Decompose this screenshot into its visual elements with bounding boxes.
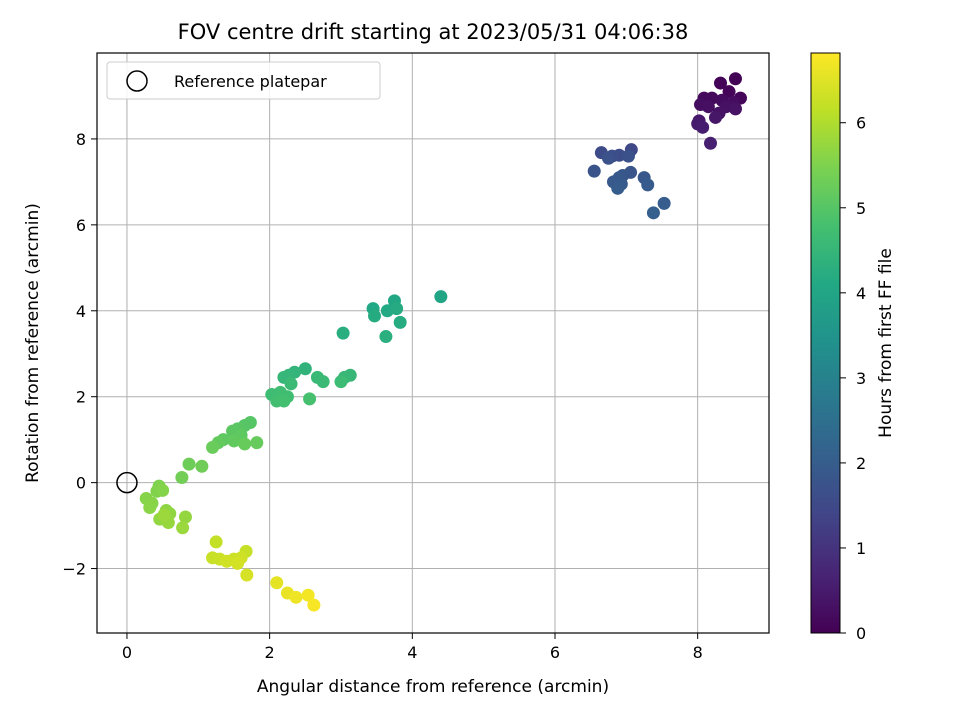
data-point: [336, 326, 350, 340]
chart-title: FOV centre drift starting at 2023/05/31 …: [178, 20, 689, 44]
colorbar-tick-label: 0: [856, 624, 866, 643]
y-axis: −2 0 2 4 6 8: [62, 130, 97, 579]
data-point: [393, 315, 407, 329]
x-tick-label: 6: [550, 643, 560, 662]
x-tick-label: 2: [265, 643, 275, 662]
data-point: [704, 136, 718, 150]
colorbar-label: Hours from first FF file: [876, 248, 896, 438]
data-point: [708, 110, 722, 124]
x-tick-label: 8: [693, 643, 703, 662]
data-point: [178, 510, 192, 524]
legend-marker-reference: [126, 70, 148, 92]
data-point: [209, 535, 223, 549]
colorbar-tick-label: 3: [856, 369, 866, 388]
data-point: [195, 459, 209, 473]
data-point: [277, 394, 291, 408]
colorbar-ticks: 0 1 2 3 4 5 6: [840, 114, 866, 643]
data-point: [657, 196, 671, 210]
y-axis-label: Rotation from reference (arcmin): [23, 203, 43, 483]
data-point: [227, 434, 241, 448]
data-point: [176, 521, 190, 535]
data-point: [641, 178, 655, 192]
data-point: [284, 377, 298, 391]
data-point: [368, 309, 382, 323]
data-point: [301, 588, 315, 602]
colorbar-tick-label: 1: [856, 539, 866, 558]
data-point: [722, 85, 736, 99]
legend: Reference platepar: [106, 61, 381, 100]
data-point: [334, 375, 348, 389]
data-point: [240, 568, 254, 582]
data-point: [646, 206, 660, 220]
data-point: [601, 151, 615, 165]
y-tick-label: 4: [76, 302, 86, 321]
data-point: [220, 554, 234, 568]
legend-box: [106, 61, 381, 100]
colorbar-tick-label: 5: [856, 199, 866, 218]
data-point: [728, 72, 742, 86]
data-point: [289, 590, 303, 604]
data-point: [231, 556, 245, 570]
x-axis: 0 2 4 6 8: [122, 633, 703, 662]
data-point: [250, 436, 264, 450]
y-tick-label: 8: [76, 130, 86, 149]
data-point: [270, 576, 284, 590]
data-point: [611, 181, 625, 195]
data-points: [139, 72, 747, 612]
data-point: [713, 76, 727, 90]
legend-label-reference: Reference platepar: [174, 72, 327, 91]
x-tick-label: 4: [407, 643, 417, 662]
data-point: [157, 508, 171, 522]
reference-platepar-marker: [116, 471, 138, 494]
data-point: [206, 440, 220, 454]
data-point: [303, 392, 317, 406]
data-point: [587, 164, 601, 178]
data-point: [316, 375, 330, 389]
data-point: [621, 149, 635, 163]
data-point: [156, 483, 170, 497]
colorbar-tick-label: 2: [856, 454, 866, 473]
data-point: [696, 120, 710, 134]
y-tick-label: 0: [76, 474, 86, 493]
data-point: [379, 330, 393, 344]
data-point: [390, 302, 404, 316]
data-point: [182, 457, 196, 471]
y-tick-label: 6: [76, 216, 86, 235]
plot-frame: [96, 52, 770, 634]
data-point: [728, 102, 742, 116]
x-tick-label: 0: [122, 643, 132, 662]
data-point: [143, 501, 157, 515]
colorbar: 0 1 2 3 4 5 6 Hours from first FF file: [810, 52, 896, 643]
grid-lines: [97, 53, 769, 633]
colorbar-gradient: [811, 53, 840, 633]
data-point: [175, 470, 189, 484]
colorbar-frame: [810, 52, 841, 634]
data-point: [701, 100, 715, 114]
data-point: [238, 437, 252, 451]
colorbar-tick-label: 6: [856, 114, 866, 133]
y-tick-label: −2: [62, 560, 86, 579]
data-point: [434, 290, 448, 304]
data-point: [298, 362, 312, 376]
colorbar-tick-label: 4: [856, 284, 866, 303]
y-tick-label: 2: [76, 388, 86, 407]
x-axis-label: Angular distance from reference (arcmin): [257, 677, 609, 697]
data-point: [307, 598, 321, 612]
